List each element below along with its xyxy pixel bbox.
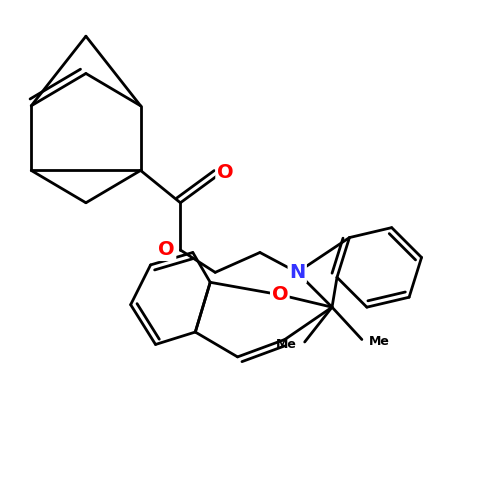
Text: N: N (289, 263, 306, 282)
Text: O: O (158, 240, 175, 260)
Text: Me: Me (370, 336, 390, 348)
Text: O: O (272, 285, 288, 304)
Text: O: O (217, 164, 234, 182)
Text: Me: Me (276, 338, 297, 351)
